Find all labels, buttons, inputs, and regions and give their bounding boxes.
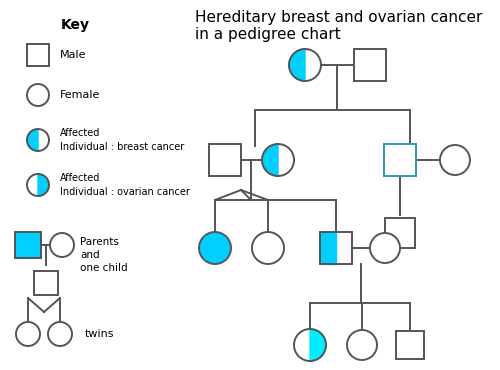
Circle shape <box>440 145 470 175</box>
Bar <box>27 44 49 66</box>
Circle shape <box>27 84 49 106</box>
Polygon shape <box>38 174 49 196</box>
Bar <box>320 232 352 264</box>
Circle shape <box>50 233 74 257</box>
Circle shape <box>48 322 72 346</box>
Bar <box>209 144 241 176</box>
Circle shape <box>252 232 284 264</box>
Text: Affected
Individual : breast cancer: Affected Individual : breast cancer <box>60 128 184 152</box>
Bar <box>396 331 424 359</box>
Circle shape <box>347 330 377 360</box>
Bar <box>384 144 416 176</box>
Polygon shape <box>320 232 336 264</box>
Text: Parents
and
one child: Parents and one child <box>80 237 128 273</box>
Text: Male: Male <box>60 50 86 60</box>
Bar <box>385 218 415 248</box>
Text: Key: Key <box>60 18 90 32</box>
Text: Female: Female <box>60 90 100 100</box>
Text: Affected
Individual : ovarian cancer: Affected Individual : ovarian cancer <box>60 174 190 196</box>
Circle shape <box>199 232 231 264</box>
Circle shape <box>370 233 400 263</box>
Polygon shape <box>310 329 326 361</box>
Text: Hereditary breast and ovarian cancer
in a pedigree chart: Hereditary breast and ovarian cancer in … <box>195 10 482 43</box>
Circle shape <box>16 322 40 346</box>
Bar <box>15 232 41 258</box>
Bar <box>354 49 386 81</box>
Polygon shape <box>262 144 278 176</box>
Bar <box>34 271 58 295</box>
Text: twins: twins <box>85 329 114 339</box>
Polygon shape <box>27 129 38 151</box>
Polygon shape <box>289 49 305 81</box>
